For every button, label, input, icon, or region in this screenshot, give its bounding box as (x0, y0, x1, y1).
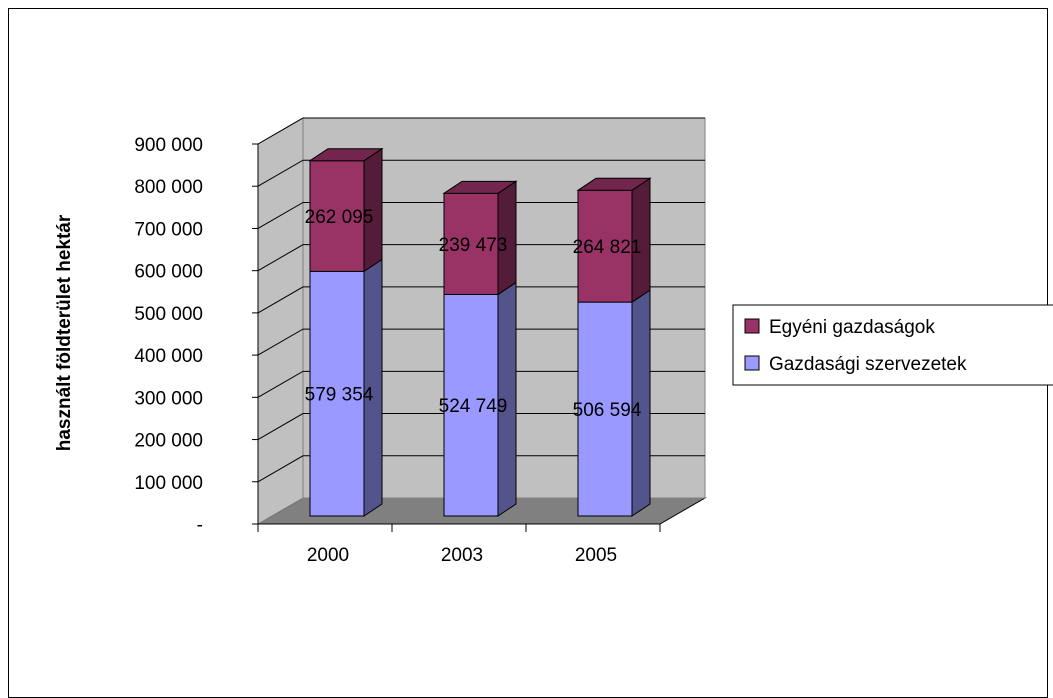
legend-label-egyeni: Egyéni gazdaságok (769, 317, 935, 338)
data-label: 264 821 (573, 237, 642, 258)
bar-front (577, 301, 633, 517)
bar-segment: 264 821 (573, 177, 652, 304)
legend-swatch-egyeni (744, 318, 760, 334)
y-tick-label: 900 000 (134, 135, 203, 156)
bar-segment: 506 594 (573, 289, 651, 517)
data-label: 262 095 (305, 207, 374, 228)
legend: Egyéni gazdaságok Gazdasági szervezetek (732, 304, 1053, 386)
bar-front (309, 270, 365, 517)
legend-swatch-gazdasagi (744, 355, 760, 371)
x-tick-label: 2000 (307, 545, 349, 566)
y-tick-label: 800 000 (134, 177, 203, 198)
gridline (257, 370, 705, 398)
bar-top (442, 180, 518, 194)
gridline (257, 201, 705, 229)
y-tick-label: 700 000 (134, 219, 203, 240)
bar-front (577, 189, 633, 303)
bar-front (309, 160, 365, 272)
y-tick-label: 500 000 (134, 304, 203, 325)
plot-side-wall (257, 117, 304, 525)
bar-segment: 239 473 (439, 180, 518, 296)
x-axis-ticks: 2000 2003 2005 (257, 523, 661, 566)
data-label: 239 473 (439, 235, 508, 256)
data-label: 524 749 (439, 396, 508, 417)
gridline (257, 286, 705, 314)
data-label: 579 354 (305, 385, 374, 406)
bars: 579 354 262 095 524 749 239 473 506 594 264 8… (305, 147, 652, 517)
bar-front (443, 192, 499, 295)
stacked-3d-bar-chart: 579 354 262 095 524 749 239 473 506 594 264 8… (54, 117, 1053, 566)
y-tick-label: - (197, 515, 203, 536)
bar-top (576, 177, 652, 191)
x-tick-label: 2003 (441, 545, 483, 566)
gridline (257, 244, 705, 272)
y-axis-label: használt földterület hektár (54, 214, 75, 451)
y-tick-label: 300 000 (134, 388, 203, 409)
y-axis-ticks: - 100 000 200 000 300 000 400 000 500 000 600 … (134, 135, 259, 536)
gridline (257, 328, 705, 356)
bar-segment: 262 095 (305, 147, 384, 273)
y-tick-label: 400 000 (134, 346, 203, 367)
legend-box (732, 304, 1053, 386)
y-tick-label: 100 000 (134, 473, 203, 494)
gridline (257, 455, 705, 483)
y-tick-label: 600 000 (134, 262, 203, 283)
bar-top (308, 148, 384, 162)
gridline (257, 159, 705, 187)
y-tick-label: 200 000 (134, 431, 203, 452)
bar-segment: 524 749 (439, 281, 517, 517)
bar-segment: 579 354 (305, 258, 383, 517)
gridline (257, 117, 705, 145)
x-tick-label: 2005 (575, 545, 617, 566)
legend-label-gazdasagi: Gazdasági szervezetek (769, 354, 967, 375)
data-label: 506 594 (573, 400, 642, 421)
bar-front (443, 293, 499, 517)
gridline (257, 413, 705, 440)
gridlines (257, 117, 705, 483)
